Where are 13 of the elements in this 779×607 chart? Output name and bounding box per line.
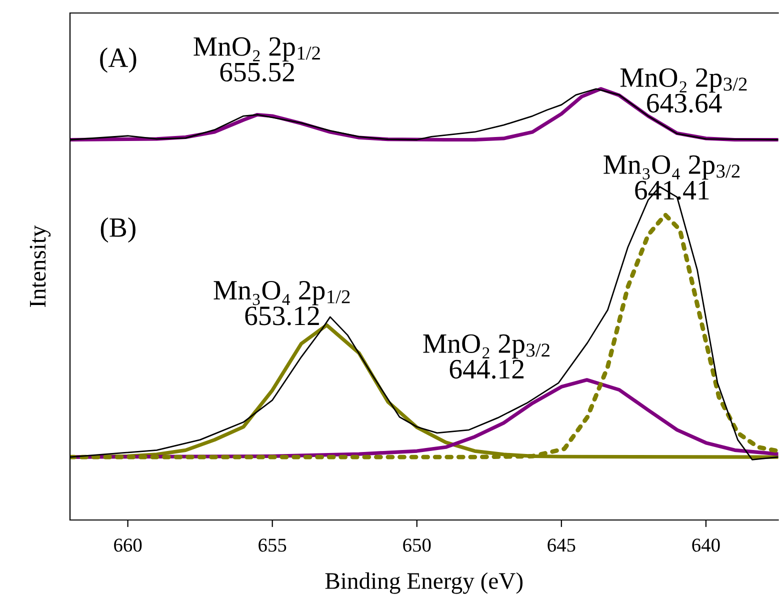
annotation: MnO₂ 2p$_{3/2}$ 643.64: [620, 68, 747, 113]
text: (A): [100, 48, 136, 73]
x-tick-label: 655: [258, 538, 286, 552]
x-tick-label: 650: [403, 538, 431, 552]
y-axis-title: Intensity: [30, 225, 51, 307]
x-tick-label: 640: [692, 538, 720, 552]
annotation: Mn₃O₄ 2p$_{1/2}$ 653.12: [214, 280, 350, 326]
x-axis-title: Binding Energy (eV): [325, 572, 523, 594]
annotation: (B): [100, 217, 136, 243]
x-tick-label: 645: [548, 538, 576, 552]
annotation: MnO₂ 2p$_{3/2}$ 644.12: [423, 334, 550, 379]
x-tick-label: 660: [114, 538, 142, 552]
annotation: MnO₂ 2p$_{1/2}$ 655.52: [194, 37, 320, 82]
